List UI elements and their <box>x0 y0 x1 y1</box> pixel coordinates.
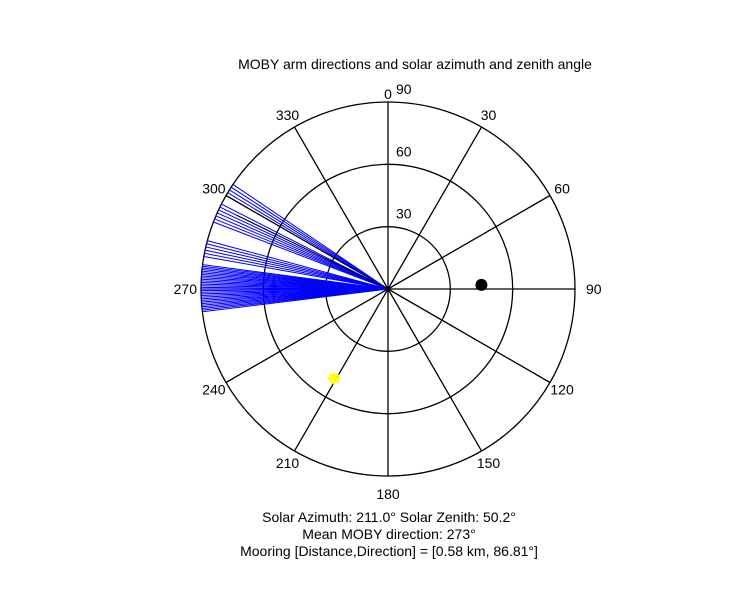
arm-direction-line-32 <box>204 249 389 290</box>
angle-tick-label-30: 30 <box>481 107 497 123</box>
angle-tick-label-210: 210 <box>276 455 300 471</box>
mean-direction-caption: Mean MOBY direction: 273° <box>302 526 476 542</box>
tick-labels: 0 30 60 90 120 150 180 210 240 270 300 330 30 60 90 <box>174 81 602 502</box>
chart-title: MOBY arm directions and solar azimuth an… <box>238 56 592 72</box>
arm-direction-line-39 <box>216 212 389 290</box>
angle-tick-label-0: 0 <box>384 86 392 102</box>
radial-tick-label-30: 30 <box>396 206 412 222</box>
mean-direction-line <box>236 214 389 290</box>
mooring-marker <box>475 278 488 291</box>
mooring-caption: Mooring [Distance,Direction] = [0.58 km,… <box>240 543 538 559</box>
angle-tick-label-90: 90 <box>586 281 602 297</box>
spoke-240 <box>225 288 389 384</box>
spoke-30 <box>387 126 483 290</box>
arm-direction-line-38 <box>215 215 389 290</box>
sun-marker <box>328 372 341 385</box>
arm-direction-line-45 <box>230 186 389 290</box>
arm-direction-line-30 <box>203 256 389 290</box>
angle-tick-label-240: 240 <box>202 382 226 398</box>
angle-tick-label-330: 330 <box>276 107 300 123</box>
angle-tick-label-300: 300 <box>202 181 226 197</box>
spoke-60 <box>387 194 551 290</box>
spoke-330 <box>293 126 389 290</box>
arm-direction-line-43 <box>227 192 389 290</box>
arm-direction-line-34 <box>206 243 389 290</box>
arm-direction-line-37 <box>214 218 389 290</box>
radial-tick-label-90: 90 <box>396 81 412 97</box>
radial-tick-label-60: 60 <box>396 143 412 159</box>
arm-direction-line-40 <box>218 209 389 290</box>
arm-direction-line-44 <box>229 189 389 290</box>
arm-direction-line-31 <box>204 252 389 290</box>
spoke-120 <box>387 288 551 384</box>
spoke-150 <box>387 288 483 452</box>
angle-tick-label-270: 270 <box>174 281 198 297</box>
sun-marker-core <box>330 374 338 382</box>
angle-tick-label-120: 120 <box>550 382 574 398</box>
arm-direction-line-46 <box>232 184 389 290</box>
arm-direction-line-35 <box>207 240 389 290</box>
angle-tick-label-180: 180 <box>376 486 400 502</box>
data-layer <box>201 184 488 385</box>
arm-direction-line-42 <box>221 203 389 290</box>
spoke-300 <box>225 194 389 290</box>
arm-direction-line-36 <box>213 221 389 290</box>
spoke-210 <box>293 288 389 452</box>
angle-tick-label-60: 60 <box>554 181 570 197</box>
angle-tick-label-150: 150 <box>477 455 501 471</box>
solar-caption: Solar Azimuth: 211.0° Solar Zenith: 50.2… <box>262 509 516 525</box>
arm-direction-line-33 <box>205 246 389 290</box>
arm-direction-line-29 <box>202 264 389 290</box>
